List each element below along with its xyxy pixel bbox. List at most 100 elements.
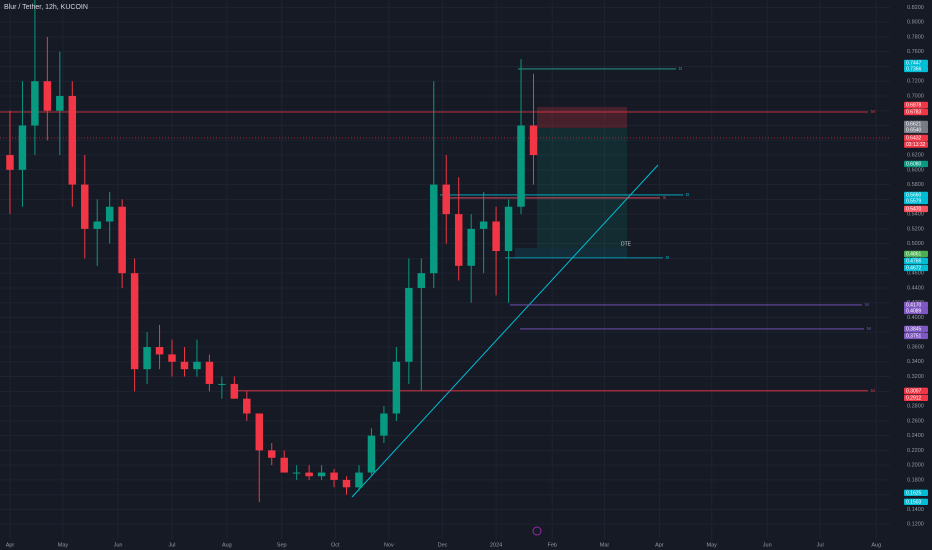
price-tag xyxy=(904,264,928,272)
price-tag-label: 0.5579 xyxy=(906,199,922,205)
candle-body xyxy=(504,206,513,252)
y-tick-label: 0.2800 xyxy=(907,404,924,410)
event-icon[interactable] xyxy=(532,526,542,536)
price-tag xyxy=(904,394,928,402)
candle-body xyxy=(180,361,189,370)
candle-body xyxy=(280,457,288,473)
y-tick-label: 0.3200 xyxy=(907,374,924,380)
level-label: M xyxy=(865,302,869,307)
price-tag-label: 0.6783 xyxy=(906,110,922,116)
candle-body xyxy=(517,125,525,207)
price-tag-label: 0.3007 xyxy=(906,388,922,394)
x-tick-label: Jul xyxy=(169,542,176,548)
price-tag xyxy=(904,205,928,213)
price-tag-label: 0.3845 xyxy=(906,327,922,333)
price-tag xyxy=(904,257,928,265)
x-tick-label: Nov xyxy=(384,542,394,548)
candle-body xyxy=(342,479,351,488)
candle-body xyxy=(467,228,475,266)
price-tag xyxy=(904,250,928,258)
candle-body xyxy=(292,472,301,474)
x-tick-label: Sep xyxy=(277,542,287,548)
price-tag xyxy=(904,108,928,116)
axes: 0.12000.14000.16000.18000.20000.22000.24… xyxy=(6,5,928,548)
candle-body xyxy=(392,361,401,414)
candle-body xyxy=(93,221,101,229)
level-label: D xyxy=(686,192,690,197)
candle-body xyxy=(155,347,164,355)
candle-body xyxy=(143,347,151,370)
candle-body xyxy=(355,472,363,488)
price-tag xyxy=(904,65,928,73)
price-tag-label: 0.2912 xyxy=(906,395,922,401)
x-tick-label: Jul xyxy=(817,542,824,548)
price-tag-label: 0.6878 xyxy=(906,103,922,109)
x-tick-label: Aug xyxy=(222,542,232,548)
level-label: D xyxy=(666,255,670,260)
price-tag-label: 0.7366 xyxy=(906,67,922,73)
candle-body xyxy=(243,398,251,414)
price-tag xyxy=(904,120,928,128)
x-tick-label: Apr xyxy=(6,542,15,548)
candle-body xyxy=(317,472,326,477)
y-tick-label: 0.2200 xyxy=(907,448,924,454)
price-tag-label: 0.4089 xyxy=(906,309,922,315)
annotation: DTE xyxy=(621,241,632,247)
candle-body xyxy=(68,95,77,185)
x-tick-label: Mar xyxy=(600,542,610,548)
candle-body xyxy=(479,221,488,229)
price-tag-label: 0.5470 xyxy=(906,207,922,213)
x-tick-label: Dec xyxy=(438,542,448,548)
y-tick-label: 0.4600 xyxy=(907,271,924,277)
price-tag xyxy=(904,498,928,506)
time-axis xyxy=(0,539,932,550)
y-tick-label: 0.6200 xyxy=(907,153,924,159)
level-label: M xyxy=(871,109,875,114)
price-tag-label: 0.6540 xyxy=(906,128,922,134)
candle-body xyxy=(6,155,14,170)
price-tag xyxy=(904,191,928,199)
candles xyxy=(6,0,538,503)
candle-body xyxy=(305,472,313,477)
candle-body xyxy=(218,383,226,385)
y-tick-label: 0.1200 xyxy=(907,522,924,528)
candle-body xyxy=(205,361,214,384)
x-tick-label: 2024 xyxy=(490,542,502,548)
price-tag-label: 0.6080 xyxy=(906,162,922,168)
y-tick-label: 0.4000 xyxy=(907,315,924,321)
price-tag-label: 0.4766 xyxy=(906,259,922,265)
candle-body xyxy=(168,354,176,362)
x-tick-label: May xyxy=(58,542,69,548)
price-tag-label: 0.1625 xyxy=(906,490,922,496)
chart-title: Blur / Tether, 12h, KUCOIN xyxy=(4,4,88,11)
reward-zone xyxy=(537,128,627,248)
trend-line xyxy=(351,164,659,498)
levels: D M D S D M M M xyxy=(0,66,890,393)
level-label: D xyxy=(679,66,683,71)
candle-body xyxy=(230,383,239,399)
y-tick-label: 0.8200 xyxy=(907,5,924,11)
y-tick-label: 0.2000 xyxy=(907,463,924,469)
y-tick-label: 0.5400 xyxy=(907,212,924,218)
countdown-tag xyxy=(904,141,928,148)
candle-body xyxy=(118,206,126,274)
price-tag xyxy=(904,489,928,497)
y-tick-label: 0.7000 xyxy=(907,93,924,99)
price-tag-label: 0.6621 xyxy=(906,122,922,128)
candle-body xyxy=(81,184,89,229)
candle-body xyxy=(367,435,376,473)
price-tag-label: 0.4861 xyxy=(906,252,922,258)
price-tag-label: 0.6432 xyxy=(906,136,922,142)
price-tag-label: 0.4672 xyxy=(906,266,922,272)
price-tag xyxy=(904,134,928,142)
y-tick-label: 0.3600 xyxy=(907,344,924,350)
x-tick-label: Jun xyxy=(763,542,772,548)
countdown: 03:13:32 xyxy=(906,142,926,148)
candle-body xyxy=(193,361,201,370)
y-tick-label: 0.5800 xyxy=(907,182,924,188)
price-tag-label: 0.5660 xyxy=(906,193,922,199)
candle-body xyxy=(105,206,114,222)
price-tag xyxy=(904,126,928,134)
price-tag xyxy=(904,160,928,168)
